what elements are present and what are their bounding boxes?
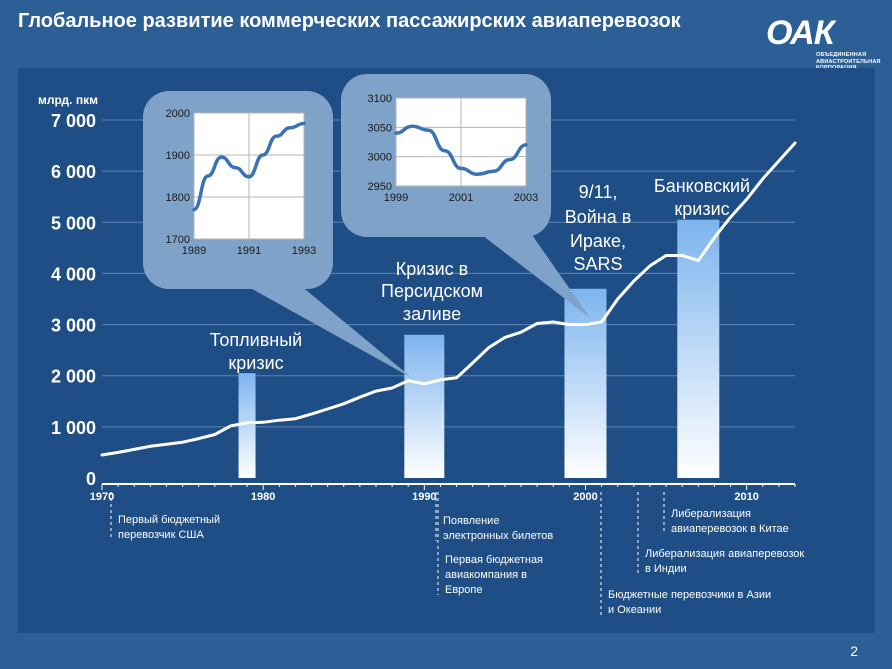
event-label-line: SARS [573, 254, 622, 274]
milestone-label: Появление [443, 515, 499, 527]
inset-line [192, 121, 306, 212]
milestone-label: Либерализация авиаперевозок [645, 548, 804, 560]
event-label-line: кризис [674, 199, 729, 219]
milestone-label: Первая бюджетная [445, 554, 543, 566]
y-tick-label: 4 000 [51, 264, 96, 284]
event-label-line: 9/11, [579, 182, 618, 202]
event-label: Кризис вПерсидскомзаливеКризис в Персидс… [381, 259, 483, 324]
x-tick-label: 2010 [734, 491, 758, 503]
x-tick-label: 2000 [573, 491, 597, 503]
y-tick-label: 3 000 [51, 316, 96, 336]
inset-x-tick-label: 2003 [514, 192, 538, 204]
inset-y-tick-label: 3050 [368, 122, 392, 134]
inset-y-tick-label: 3000 [368, 152, 392, 164]
inset-x-tick-label: 1999 [384, 192, 408, 204]
event-label: БанковскийкризисБанковский кризис [654, 176, 750, 219]
milestone-label: Бюджетные перевозчики в Азии [608, 589, 771, 601]
milestone-label: Первый бюджетный [118, 514, 220, 526]
inset-x-tick-label: 1993 [292, 245, 316, 257]
event-label-line: Война в [565, 207, 632, 227]
inset-y-tick-label: 3100 [368, 93, 392, 105]
milestone-label: в Индии [645, 563, 687, 575]
page-number: 2 [850, 643, 858, 659]
event-bar [677, 219, 720, 478]
inset-y-tick-label: 1900 [166, 150, 190, 162]
event-label-line: заливе [403, 304, 461, 324]
milestone-label: Либерализация [671, 508, 751, 520]
inset-y-tick-label: 2950 [368, 181, 392, 193]
event-label-line: Банковский [654, 176, 750, 196]
y-tick-label: 2 000 [51, 367, 96, 387]
event-bar [564, 288, 607, 478]
x-tick-label: 1990 [412, 491, 436, 503]
event-label-line: Персидском [381, 281, 483, 301]
inset-x-tick-label: 1989 [182, 245, 206, 257]
milestone-label: перевозчик США [118, 529, 204, 541]
milestone-label: Европе [445, 584, 483, 596]
y-axis-label: млрд. пкм [38, 93, 98, 107]
callout-pointer [478, 232, 590, 318]
logo-subtitle-line: ОБЪЕДИНЕННАЯ [816, 52, 867, 58]
callout-pointer [245, 285, 412, 378]
inset-x-tick-label: 2001 [449, 192, 473, 204]
event-label-line: Кризис в [396, 259, 468, 279]
inset-y-tick-label: 2000 [166, 108, 190, 120]
y-tick-label: 0 [86, 469, 96, 489]
milestone-label: и Океании [608, 604, 661, 616]
inset-y-tick-label: 1700 [166, 234, 190, 246]
milestone-label: авиакомпания в [445, 569, 527, 581]
event-label: ТопливныйкризисТопливный кризис [210, 330, 302, 373]
x-tick-label: 1980 [251, 491, 275, 503]
x-tick-label: 1970 [90, 491, 114, 503]
zoom-callout: 1700 1800 1900 2000 1989 1991 1993 [143, 91, 412, 378]
event-label-line: Ираке, [570, 231, 626, 251]
y-tick-label: 7 000 [51, 111, 96, 131]
inset-y-tick-label: 1800 [166, 192, 190, 204]
y-tick-label: 1 000 [51, 418, 96, 438]
event-label-line: Топливный [210, 330, 302, 350]
event-bar [404, 334, 445, 478]
y-tick-label: 6 000 [51, 162, 96, 182]
milestone-label: электронных билетов [443, 530, 553, 542]
logo-subtitle-line: АВИАСТРОИТЕЛЬНАЯ [816, 58, 881, 65]
inset-line [394, 124, 528, 177]
logo-mark: ОАК [766, 14, 835, 52]
y-tick-label: 5 000 [51, 213, 96, 233]
inset-x-tick-label: 1991 [237, 245, 261, 257]
event-label-line: кризис [228, 353, 283, 373]
zoom-callout: 2950 3000 3050 3100 1999 2001 2003 [341, 74, 590, 318]
event-bar [238, 373, 256, 478]
slide-title: Глобальное развитие коммерческих пассажи… [18, 10, 681, 32]
milestone-label: авиаперевозок в Китае [671, 523, 789, 535]
passenger-traffic-line [100, 141, 797, 457]
